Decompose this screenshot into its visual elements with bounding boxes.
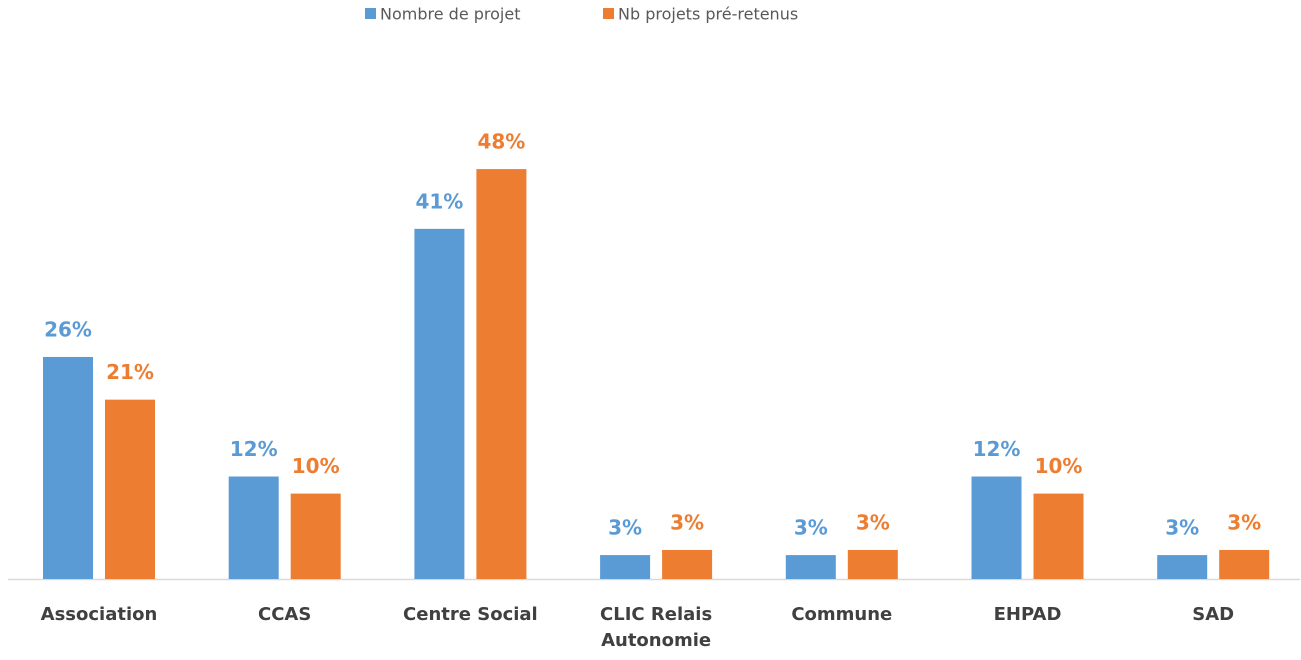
data-label: 26% (44, 317, 92, 341)
data-label: 41% (415, 189, 463, 213)
data-label: 3% (1227, 510, 1261, 534)
x-tick-label: Centre Social (403, 604, 538, 625)
bar (1033, 493, 1084, 579)
data-label: 3% (856, 510, 890, 534)
bar (1219, 549, 1270, 579)
data-label: 12% (973, 437, 1021, 461)
bar (476, 169, 527, 579)
legend-label: Nb projets pré-retenus (618, 5, 798, 24)
bar (105, 399, 155, 579)
data-label: 3% (1165, 516, 1199, 540)
bar (847, 549, 898, 579)
legend-swatch (365, 8, 376, 19)
x-tick-label: SAD (1192, 604, 1235, 625)
bar (228, 476, 279, 579)
bar (43, 356, 93, 579)
data-label: 48% (477, 130, 525, 154)
data-label: 3% (794, 516, 828, 540)
bar (1157, 555, 1208, 579)
bar (662, 549, 713, 579)
bar (414, 228, 465, 580)
data-label: 10% (1035, 454, 1083, 478)
legend-label: Nombre de projet (380, 5, 520, 24)
x-tick-label: CCAS (258, 604, 312, 625)
x-tick-label: Commune (791, 604, 893, 625)
data-label: 3% (608, 516, 642, 540)
legend-swatch (603, 8, 614, 19)
bar (290, 493, 341, 579)
x-tick-label: Association (40, 604, 158, 625)
data-label: 3% (670, 510, 704, 534)
bar (785, 555, 836, 579)
x-tick-label: CLIC Relais Autonomie (600, 604, 713, 651)
x-tick-label: EHPAD (993, 604, 1062, 625)
data-label: 21% (106, 360, 154, 384)
bar (600, 555, 651, 579)
data-label: 10% (292, 454, 340, 478)
data-label: 12% (230, 437, 278, 461)
bar (971, 476, 1022, 579)
